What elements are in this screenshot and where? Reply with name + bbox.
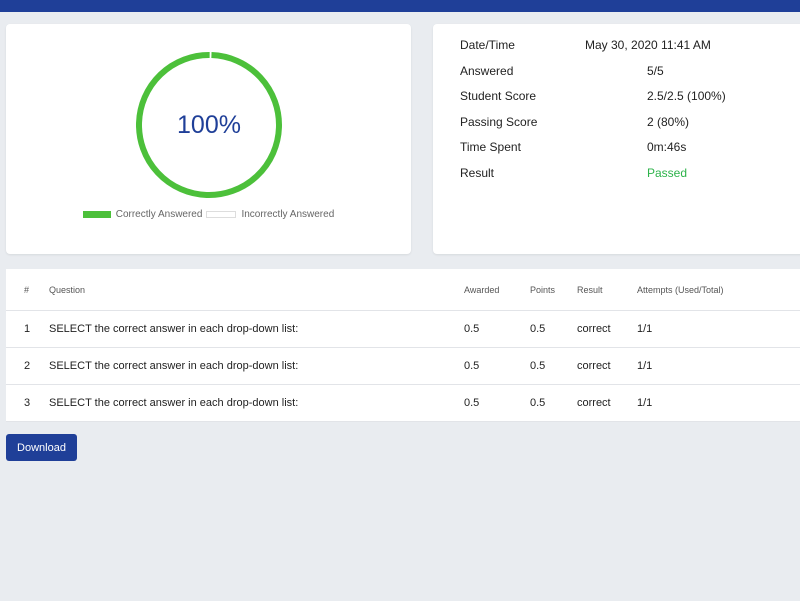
column-header-attempts: Attempts (Used/Total): [637, 284, 724, 295]
cell-attempts: 1/1: [637, 323, 653, 335]
summary-value: 2 (80%): [647, 115, 690, 129]
download-button[interactable]: Download: [6, 434, 77, 461]
summary-value: 5/5: [647, 64, 664, 78]
donut-svg: [136, 52, 282, 198]
top-nav-bar: [0, 0, 800, 12]
summary-label: Passing Score: [460, 115, 538, 129]
result-summary-card: Date/Time May 30, 2020 11:41 AM Answered…: [433, 24, 800, 254]
cell-awarded: 0.5: [464, 323, 480, 335]
column-header-points: Points: [530, 284, 556, 295]
table-row: 1 SELECT the correct answer in each drop…: [6, 311, 800, 348]
summary-value: 0m:46s: [647, 140, 687, 154]
summary-label: Answered: [460, 64, 514, 78]
questions-table: # Question Awarded Points Result Attempt…: [6, 269, 800, 422]
cell-question: SELECT the correct answer in each drop-d…: [49, 360, 299, 372]
cell-result: correct: [577, 323, 611, 335]
legend-label-correct: Correctly Answered: [115, 209, 203, 220]
cell-number: 3: [24, 397, 31, 409]
column-header-question: Question: [49, 284, 86, 295]
cell-result: correct: [577, 397, 611, 409]
cell-attempts: 1/1: [637, 397, 653, 409]
column-header-awarded: Awarded: [464, 284, 500, 295]
score-donut-chart: 100%: [134, 50, 284, 200]
summary-label: Time Spent: [460, 140, 521, 154]
cell-awarded: 0.5: [464, 397, 480, 409]
summary-label: Student Score: [460, 89, 537, 103]
legend-item-correct: Correctly Answered: [82, 209, 203, 220]
cell-question: SELECT the correct answer in each drop-d…: [49, 397, 299, 409]
cell-number: 2: [24, 360, 31, 372]
score-chart-card: 100% Correctly Answered Incorrectly Answ…: [6, 24, 411, 254]
legend-swatch-correct: [82, 211, 111, 218]
summary-label: Result: [460, 166, 495, 180]
table-row: 2 SELECT the correct answer in each drop…: [6, 348, 800, 385]
cell-points: 0.5: [530, 360, 546, 372]
cell-number: 1: [24, 323, 31, 335]
cell-awarded: 0.5: [464, 360, 480, 372]
table-row: 3 SELECT the correct answer in each drop…: [6, 385, 800, 422]
column-header-number: #: [24, 284, 30, 295]
cell-question: SELECT the correct answer in each drop-d…: [49, 323, 299, 335]
legend-item-incorrect: Incorrectly Answered: [206, 209, 334, 220]
summary-value: 2.5/2.5 (100%): [647, 89, 726, 103]
score-percent-label: 100%: [177, 110, 241, 139]
cell-points: 0.5: [530, 323, 546, 335]
result-status-value: Passed: [647, 166, 688, 180]
donut-slice-correct: [136, 52, 282, 198]
legend-swatch-incorrect: [206, 211, 237, 218]
legend-label-incorrect: Incorrectly Answered: [241, 209, 335, 220]
column-header-result: Result: [577, 284, 603, 295]
cell-points: 0.5: [530, 397, 546, 409]
cell-result: correct: [577, 360, 611, 372]
cell-attempts: 1/1: [637, 360, 653, 372]
table-header-row: # Question Awarded Points Result Attempt…: [6, 269, 800, 311]
chart-legend: Correctly Answered Incorrectly Answered: [6, 209, 411, 220]
summary-value: May 30, 2020 11:41 AM: [585, 38, 711, 52]
summary-label: Date/Time: [460, 38, 515, 52]
